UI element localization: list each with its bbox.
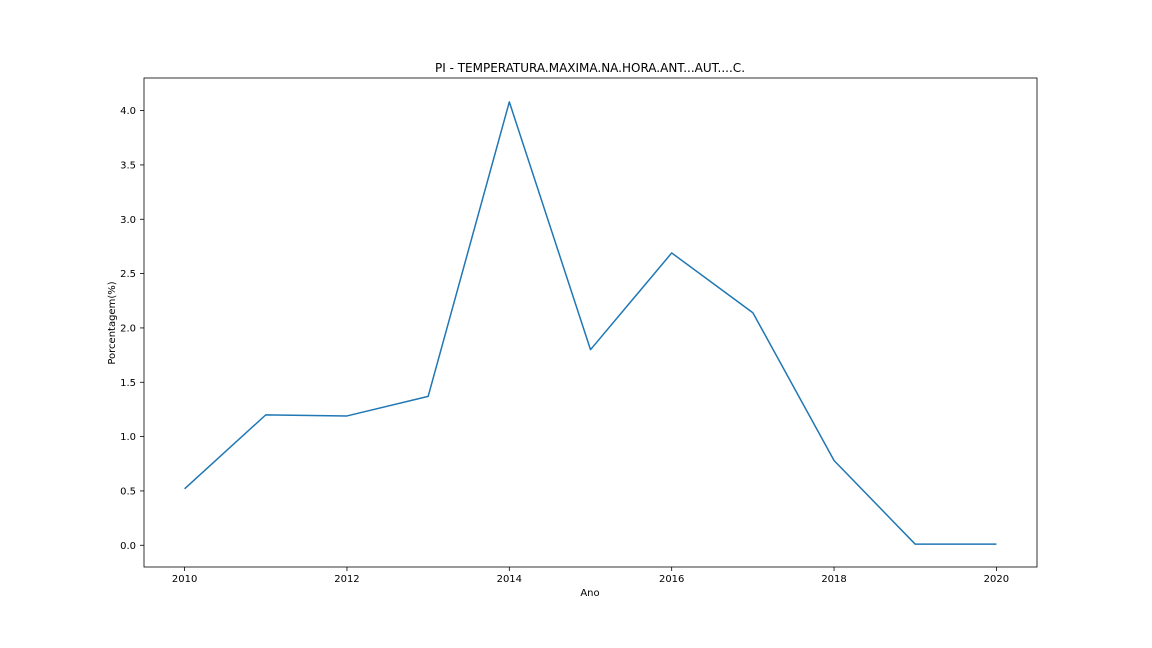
y-tick-label: 0.0 [120, 541, 136, 552]
y-tick-label: 2.0 [120, 323, 136, 334]
plot-area [143, 77, 1038, 568]
x-axis-ticks: 2010 2012 2014 2016 2018 2020 [172, 567, 1009, 585]
chart-title: PI - TEMPERATURA.MAXIMA.NA.HORA.ANT...AU… [435, 61, 745, 75]
y-tick-label: 2.5 [120, 269, 136, 280]
x-tick-label: 2016 [659, 574, 684, 585]
x-tick-label: 2010 [172, 574, 197, 585]
series-layer [184, 101, 997, 545]
series-line [184, 101, 997, 545]
x-tick-label: 2018 [821, 574, 846, 585]
y-axis-label: Porcentagem(%) [107, 281, 118, 364]
y-tick-label: 3.0 [120, 215, 136, 226]
y-tick-label: 3.5 [120, 160, 136, 171]
x-axis-label: Ano [580, 588, 599, 599]
y-tick-label: 1.0 [120, 432, 136, 443]
y-axis-ticks: 0.0 0.5 1.0 1.5 2.0 2.5 3.0 3.5 4.0 [120, 106, 144, 552]
x-tick-label: 2014 [497, 574, 522, 585]
y-tick-label: 4.0 [120, 106, 136, 117]
x-tick-label: 2012 [334, 574, 359, 585]
y-tick-label: 1.5 [120, 378, 136, 389]
plot-frame [143, 77, 1038, 568]
y-tick-label: 0.5 [120, 486, 136, 497]
x-tick-label: 2020 [984, 574, 1009, 585]
